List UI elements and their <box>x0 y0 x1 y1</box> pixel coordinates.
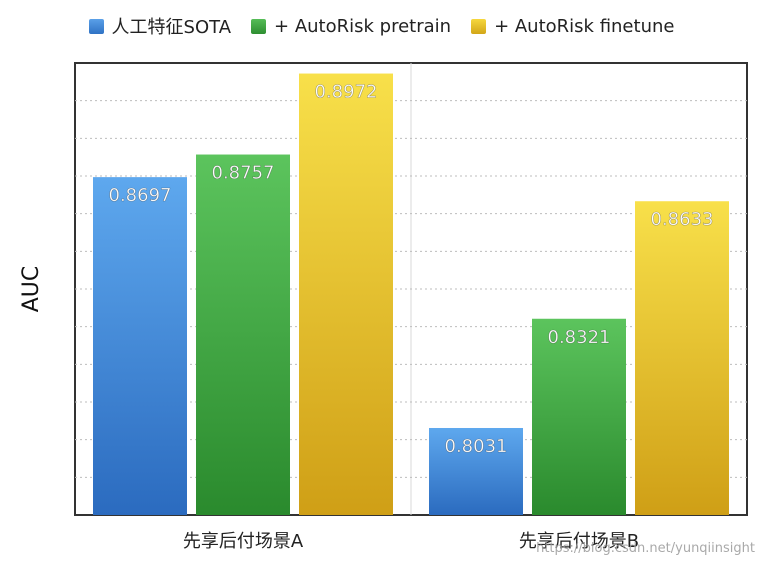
watermark: https://blog.csdn.net/yunqiinsight <box>536 541 755 556</box>
value-label-series-3-category-2: 0.8633 <box>651 209 714 230</box>
bars <box>93 73 729 516</box>
legend-swatch-series-3 <box>471 18 487 34</box>
bar-series-3-category-1 <box>299 73 393 516</box>
legend-swatch-series-1 <box>88 18 104 34</box>
legend-label-series-3: + AutoRisk finetune <box>494 15 675 37</box>
value-label-series-2-category-2: 0.8321 <box>548 327 611 348</box>
bar-series-2-category-2 <box>532 318 626 515</box>
value-label-series-1-category-1: 0.8697 <box>109 185 172 206</box>
value-label-series-1-category-2: 0.8031 <box>445 436 508 457</box>
value-label-series-3-category-1: 0.8972 <box>315 82 378 103</box>
bar-series-2-category-1 <box>196 154 290 515</box>
legend-label-series-2: + AutoRisk pretrain <box>274 15 452 37</box>
legend-item-series-3: + AutoRisk finetune <box>471 16 674 37</box>
x-tick-label-1: 先享后付场景B <box>519 531 639 552</box>
chart-legend: 人工特征SOTA + AutoRisk pretrain + AutoRisk … <box>0 10 763 42</box>
legend-item-series-1: 人工特征SOTA <box>88 13 232 39</box>
value-label-series-2-category-1: 0.8757 <box>212 163 275 184</box>
bar-series-1-category-2 <box>429 427 523 515</box>
legend-item-series-2: + AutoRisk pretrain <box>251 16 451 37</box>
value-labels: 0.8697 0.8757 0.8972 0.8031 0.8321 0.8633 <box>108 81 714 457</box>
bar-series-1-category-1 <box>93 177 187 515</box>
legend-label-series-1: 人工特征SOTA <box>111 17 232 38</box>
x-tick-label-0: 先享后付场景A <box>183 531 304 552</box>
legend-swatch-series-2 <box>251 18 267 34</box>
y-axis-label: AUC <box>19 266 44 313</box>
bar-series-3-category-2 <box>635 201 729 515</box>
